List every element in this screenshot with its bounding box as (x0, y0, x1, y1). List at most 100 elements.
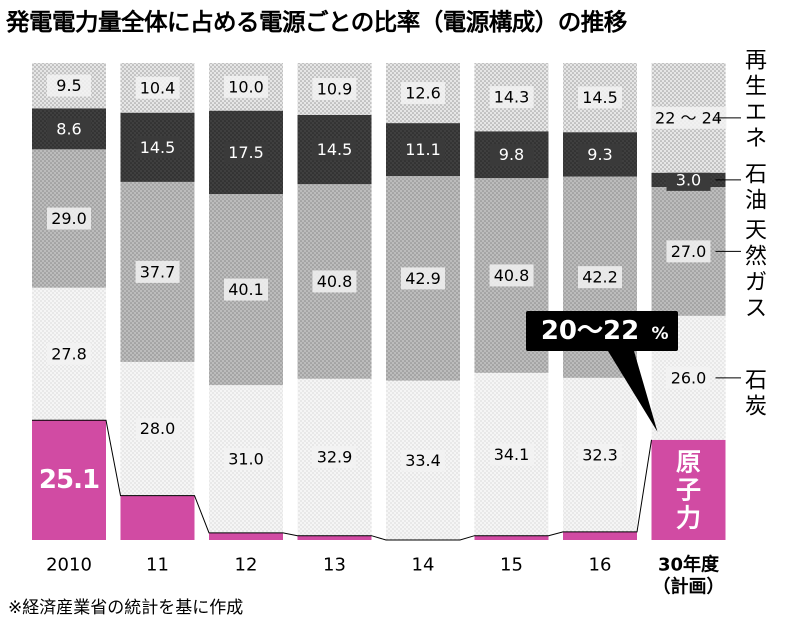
segment-label-3-2: 40.8 (317, 272, 353, 291)
legend-label-2-char-2: ガ (745, 271, 767, 296)
source-note: ※経済産業省の統計を基に作成 (8, 598, 244, 618)
segment-label-bg-4-1 (401, 449, 445, 472)
segment-label-0-4: 9.5 (56, 76, 81, 95)
plan-x-label-0: 30年度 (658, 554, 720, 576)
segment-label-5-4: 14.3 (494, 88, 530, 107)
segment-label-5-1: 34.1 (494, 445, 530, 464)
nuclear-label-0: 25.1 (39, 465, 99, 495)
legend-label-1-char-0: 石 (745, 369, 767, 394)
x-tick-label-2: 12 (235, 555, 258, 576)
legend-label-4-char-3: ネ (745, 127, 767, 152)
bar-segment-0-0 (32, 420, 106, 540)
plan-nuclear-label-char-1: 子 (676, 475, 701, 504)
segment-label-bg-1-3 (135, 136, 180, 159)
callout-value: 20〜22 (541, 316, 639, 346)
plan-label-bg-2 (666, 240, 711, 263)
x-tick-label-1: 11 (146, 555, 169, 576)
x-tick-label-3: 13 (323, 555, 346, 576)
bar-segment-6-0 (563, 531, 637, 540)
segment-label-6-2: 42.2 (582, 268, 618, 287)
callout-pointer (608, 351, 658, 432)
segment-label-0-2: 29.0 (51, 209, 87, 228)
segment-label-0-3: 8.6 (56, 119, 81, 138)
callout-box (526, 311, 678, 351)
bar-segment-2-0 (209, 532, 283, 540)
segment-label-bg-6-3 (578, 143, 622, 166)
segment-label-bg-0-4 (47, 74, 91, 97)
segment-label-bg-1-2 (135, 260, 180, 283)
segment-label-1-4: 10.4 (140, 78, 176, 97)
plan-label-bg-1 (666, 366, 711, 389)
segment-label-6-3: 9.3 (587, 145, 612, 164)
segment-label-5-3: 9.8 (499, 145, 524, 164)
plan-segment-label-1: 26.0 (671, 368, 707, 387)
segment-label-bg-2-3 (224, 141, 268, 164)
segment-label-4-4: 12.6 (405, 84, 441, 103)
legend-label-4-char-0: 再 (745, 49, 767, 74)
segment-label-bg-2-4 (224, 75, 268, 98)
plan-nuclear-label-char-2: 力 (676, 503, 701, 532)
plan-segment-label-4: 22 〜 24 (655, 108, 722, 127)
bar-segment-3-0 (297, 535, 372, 540)
plan-label-bg-4 (650, 106, 727, 129)
plan-nuclear-label-char-0: 原 (676, 447, 701, 476)
plan-x-label-1: （計画） (653, 576, 725, 598)
legend-label-4-char-1: 生 (745, 75, 767, 100)
chart-title: 発電電力量全体に占める電源ごとの比率（電源構成）の推移 (6, 8, 627, 36)
segment-label-bg-4-2 (401, 267, 445, 290)
plan-segment-label-3: 3.0 (676, 170, 701, 189)
x-tick-label-6: 16 (589, 555, 612, 576)
legend-label-2-char-3: ス (745, 297, 767, 322)
segment-label-bg-6-1 (578, 443, 622, 466)
segment-label-bg-4-4 (401, 82, 445, 105)
plan-bar-segment-0 (651, 439, 726, 540)
segment-label-2-4: 10.0 (228, 77, 264, 96)
legend-label-2-char-1: 然 (745, 245, 767, 270)
segment-label-1-1: 28.0 (140, 419, 176, 438)
segment-label-bg-0-2 (47, 207, 91, 230)
legend-label-3-char-1: 油 (745, 189, 767, 214)
segment-label-bg-1-4 (135, 76, 180, 99)
callout-unit: % (651, 324, 668, 344)
segment-label-bg-2-2 (224, 278, 268, 301)
segment-label-bg-3-3 (312, 138, 357, 161)
x-tick-label-5: 15 (500, 555, 523, 576)
segment-label-bg-5-1 (489, 443, 534, 466)
segment-label-6-1: 32.3 (582, 445, 618, 464)
segment-label-4-1: 33.4 (405, 451, 441, 470)
x-tick-label-0: 2010 (46, 555, 92, 576)
segment-label-bg-5-3 (489, 143, 534, 166)
legend-label-3-char-0: 石 (745, 163, 767, 188)
segment-label-bg-0-1 (47, 342, 91, 365)
segment-label-bg-3-1 (312, 446, 357, 469)
segment-label-2-3: 17.5 (228, 143, 264, 162)
segment-label-4-2: 42.9 (405, 269, 441, 288)
segment-label-bg-3-2 (312, 270, 357, 293)
segment-label-2-1: 31.0 (228, 449, 264, 468)
segment-label-6-4: 14.5 (582, 88, 618, 107)
legend-label-4-char-2: エ (745, 101, 767, 126)
segment-label-bg-1-1 (135, 417, 180, 440)
segment-label-bg-3-4 (312, 77, 357, 100)
plan-label-bg-3 (666, 168, 711, 191)
bar-segment-1-0 (120, 495, 195, 540)
segment-label-3-3: 14.5 (317, 140, 353, 159)
plan-segment-label-2: 27.0 (671, 242, 707, 261)
segment-label-1-2: 37.7 (140, 262, 176, 281)
segment-label-bg-5-4 (489, 86, 534, 109)
legend-label-2-char-0: 天 (745, 219, 767, 244)
segment-label-3-4: 10.9 (317, 79, 353, 98)
segment-label-0-1: 27.8 (51, 344, 87, 363)
segment-label-bg-4-3 (401, 138, 445, 161)
bar-segment-5-0 (474, 535, 549, 540)
segment-label-bg-0-3 (47, 117, 91, 140)
x-tick-label-4: 14 (412, 555, 435, 576)
legend-label-1-char-1: 炭 (745, 395, 767, 420)
segment-label-3-1: 32.9 (317, 448, 353, 467)
segment-label-1-3: 14.5 (140, 138, 176, 157)
segment-label-bg-6-4 (578, 86, 622, 109)
segment-label-2-2: 40.1 (228, 280, 264, 299)
segment-label-bg-5-2 (489, 264, 534, 287)
segment-label-5-2: 40.8 (494, 266, 530, 285)
